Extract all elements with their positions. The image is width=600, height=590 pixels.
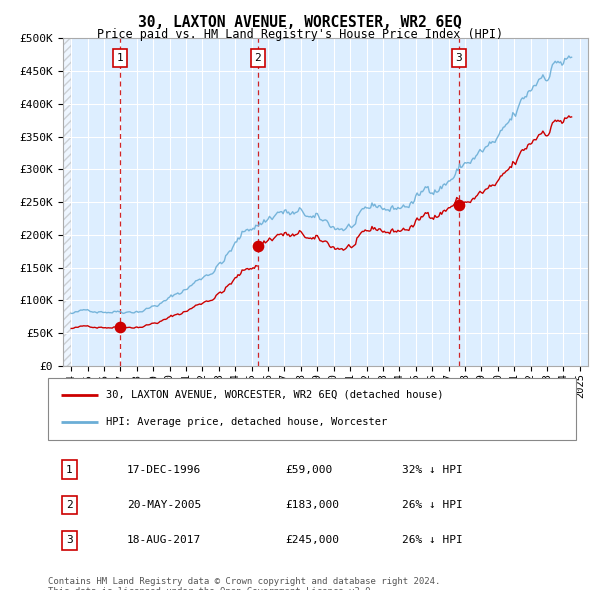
Text: HPI: Average price, detached house, Worcester: HPI: Average price, detached house, Worc… — [106, 417, 388, 427]
Text: Contains HM Land Registry data © Crown copyright and database right 2024.
This d: Contains HM Land Registry data © Crown c… — [48, 577, 440, 590]
Text: 1: 1 — [116, 53, 123, 63]
FancyBboxPatch shape — [48, 378, 576, 440]
Point — [454, 201, 464, 210]
Text: 2: 2 — [254, 53, 261, 63]
Bar — [63, 38, 71, 366]
Text: 26% ↓ HPI: 26% ↓ HPI — [402, 536, 463, 545]
Text: 3: 3 — [66, 536, 73, 545]
Point — [253, 241, 263, 251]
Text: 32% ↓ HPI: 32% ↓ HPI — [402, 465, 463, 474]
Point — [115, 323, 125, 332]
Text: Price paid vs. HM Land Registry's House Price Index (HPI): Price paid vs. HM Land Registry's House … — [97, 28, 503, 41]
Text: 30, LAXTON AVENUE, WORCESTER, WR2 6EQ: 30, LAXTON AVENUE, WORCESTER, WR2 6EQ — [138, 15, 462, 30]
Text: 20-MAY-2005: 20-MAY-2005 — [127, 500, 202, 510]
Text: £245,000: £245,000 — [286, 536, 340, 545]
Text: 1: 1 — [66, 465, 73, 474]
Text: 2: 2 — [66, 500, 73, 510]
Text: 26% ↓ HPI: 26% ↓ HPI — [402, 500, 463, 510]
Text: 30, LAXTON AVENUE, WORCESTER, WR2 6EQ (detached house): 30, LAXTON AVENUE, WORCESTER, WR2 6EQ (d… — [106, 390, 443, 400]
Text: £183,000: £183,000 — [286, 500, 340, 510]
Text: 3: 3 — [455, 53, 462, 63]
Text: 17-DEC-1996: 17-DEC-1996 — [127, 465, 202, 474]
Text: 18-AUG-2017: 18-AUG-2017 — [127, 536, 202, 545]
Text: £59,000: £59,000 — [286, 465, 333, 474]
